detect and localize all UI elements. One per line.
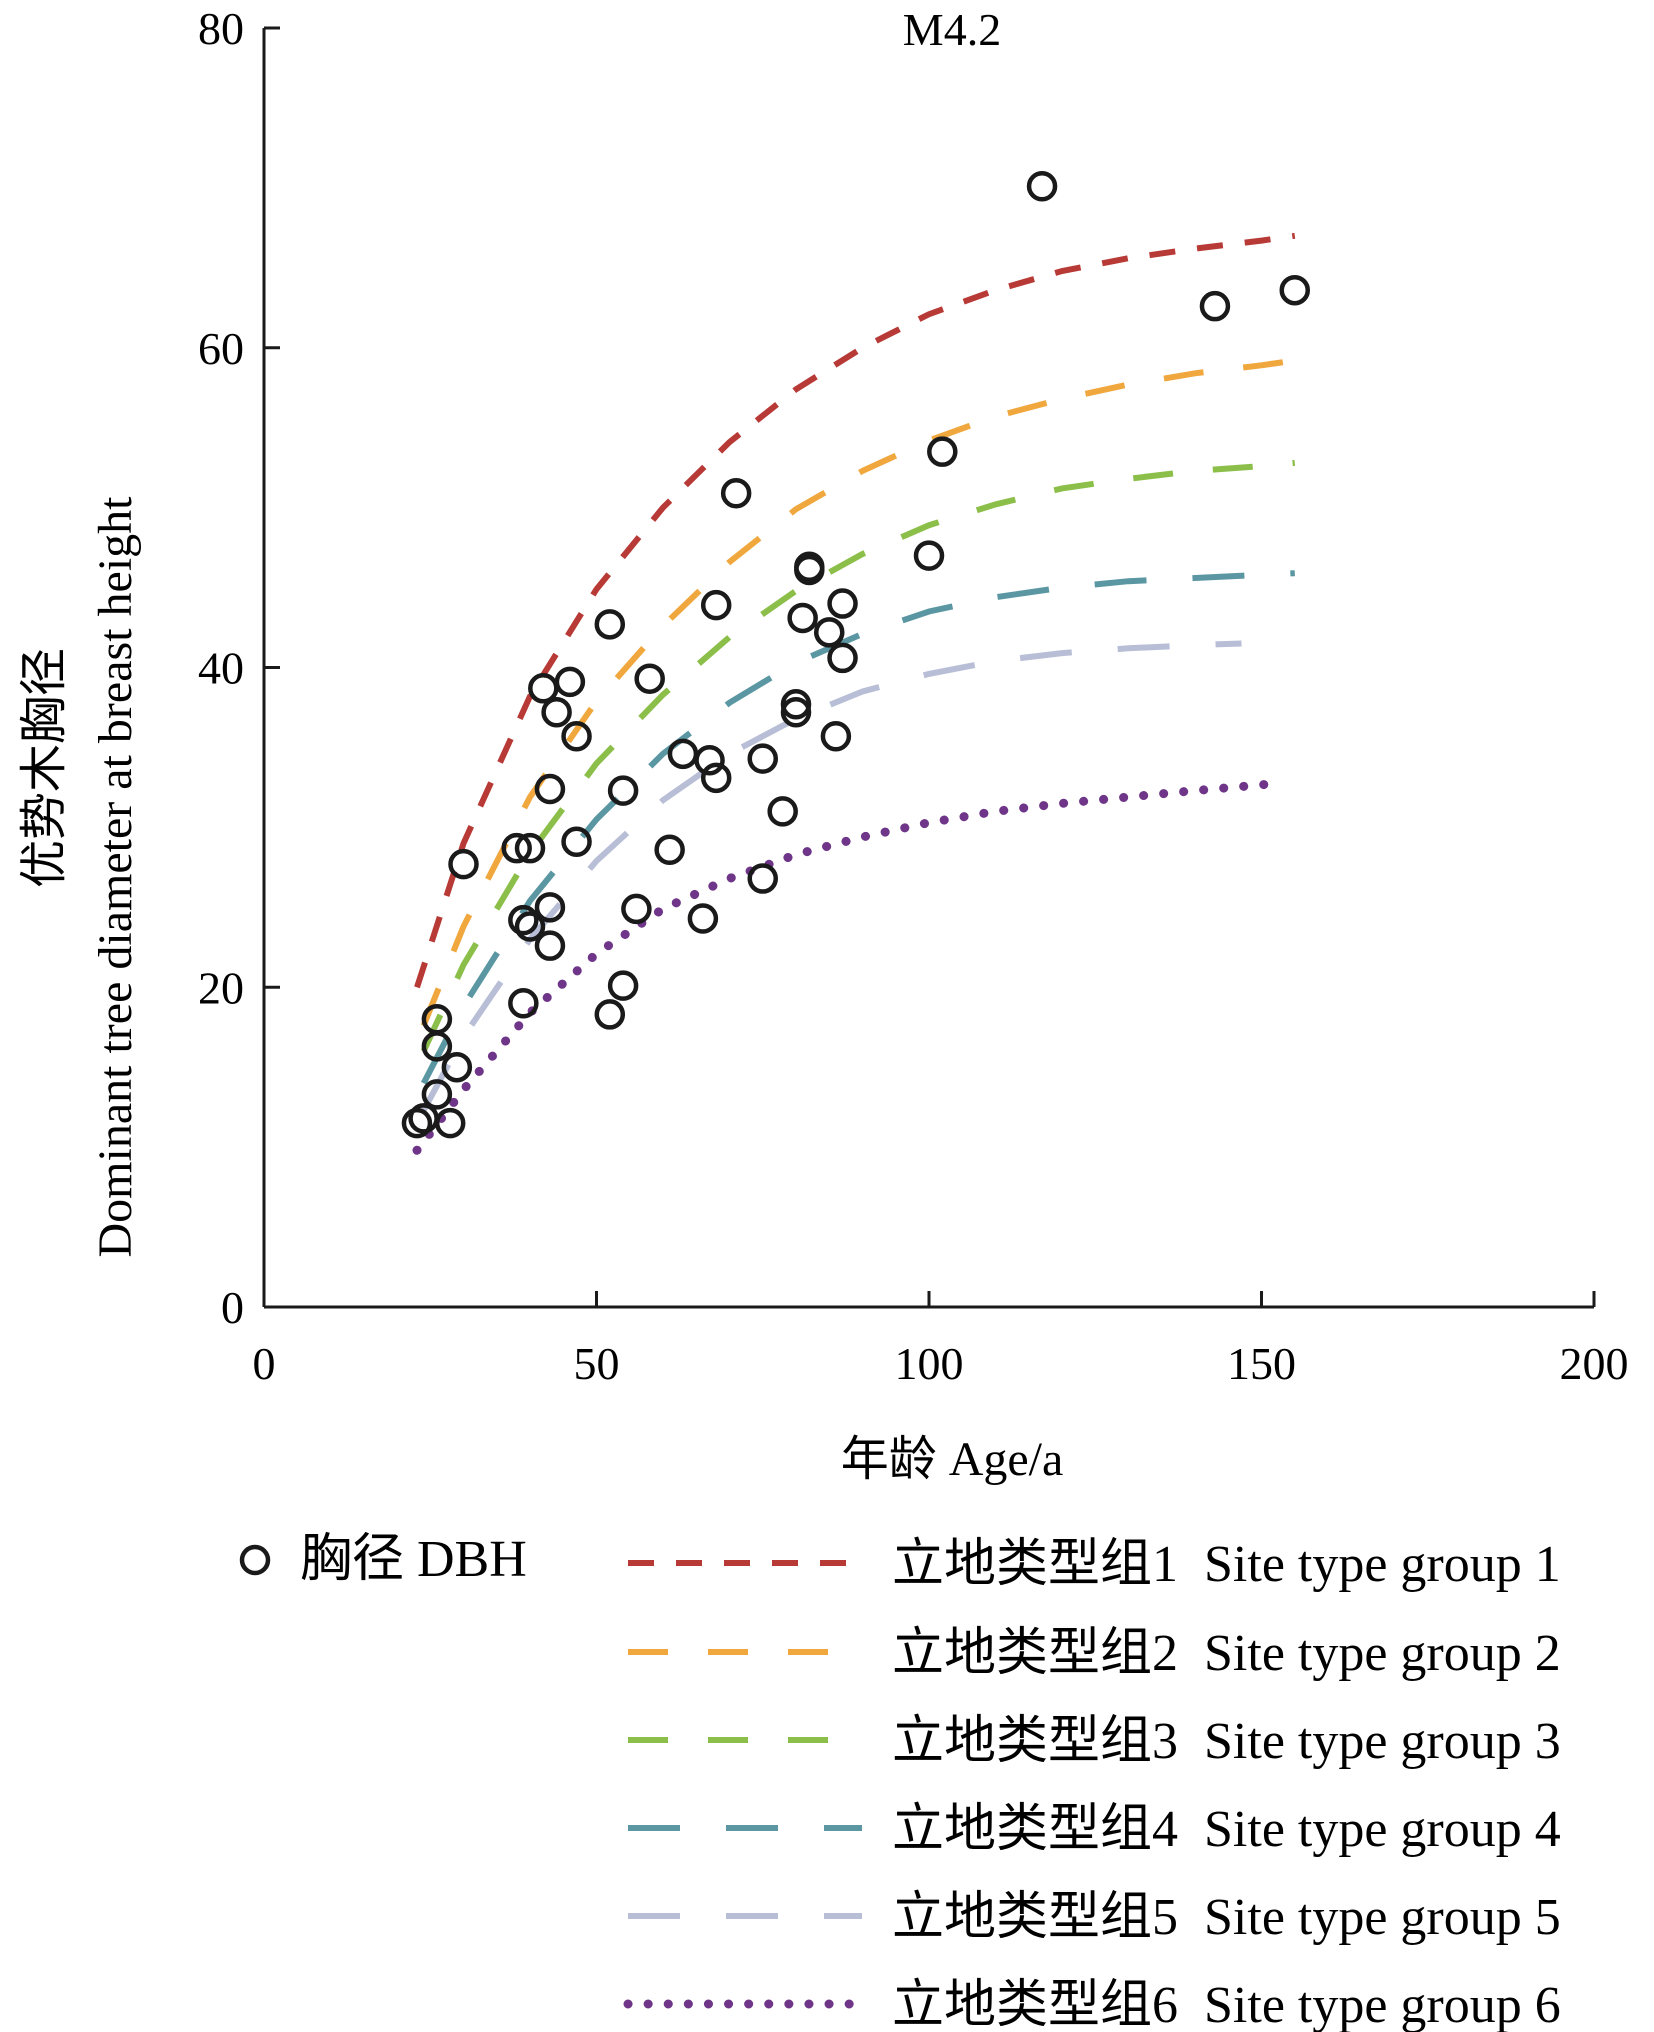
dbh-point	[441, 1051, 473, 1083]
dbh-point	[1279, 274, 1310, 306]
dbh-point	[767, 796, 798, 827]
legend-label-site-group-5: 立地类型组5 Site type group 5	[892, 1889, 1561, 1946]
dbh-point	[514, 832, 546, 864]
dbh-point	[1026, 171, 1058, 202]
dbh-point	[694, 744, 725, 776]
dbh-point	[561, 826, 592, 858]
legend: 胸径 DBH 立地类型组1 Site type group 1 立地类型组2 Sit…	[239, 1531, 1561, 2032]
legend-marker-dbh	[239, 1544, 271, 1576]
dbh-point	[794, 554, 825, 586]
dbh-point	[913, 540, 945, 571]
dbh-point	[448, 848, 479, 880]
legend-label-site-group-4: 立地类型组4 Site type group 4	[892, 1801, 1561, 1858]
dbh-point	[700, 589, 732, 621]
dbh-point	[541, 697, 572, 728]
dbh-point	[514, 911, 546, 942]
dbh-point	[528, 673, 559, 704]
dbh-point	[534, 930, 566, 961]
y-tick-label: 40	[198, 643, 244, 694]
curve-site-group-1	[414, 232, 1296, 989]
dbh-point	[827, 642, 858, 674]
dbh-points	[401, 171, 1310, 1139]
x-tick-label: 0	[253, 1338, 276, 1389]
dbh-point	[820, 720, 852, 752]
dbh-point	[700, 762, 732, 794]
dbh-point	[747, 863, 778, 894]
y-tick-label: 20	[198, 962, 244, 1013]
legend-label-dbh: 胸径 DBH	[300, 1531, 527, 1588]
dbh-point	[634, 663, 665, 694]
dbh-point	[607, 970, 639, 1001]
dbh-point	[534, 773, 566, 805]
dbh-point	[508, 987, 539, 1019]
dbh-point	[780, 697, 812, 728]
dbh-point	[434, 1107, 466, 1139]
dbh-point	[814, 617, 845, 648]
dbh-point	[621, 893, 652, 925]
dbh-point	[607, 775, 639, 806]
legend-label-site-group-2: 立地类型组2 Site type group 2	[892, 1625, 1561, 1682]
y-axis-label-en: Dominant tree diameter at breast height	[89, 496, 142, 1258]
dbh-point	[780, 689, 812, 720]
dbh-point	[827, 588, 858, 619]
dbh-point	[594, 609, 626, 640]
dbh-point	[927, 436, 958, 467]
fitted-curves	[412, 232, 1296, 1155]
x-tick-label: 50	[574, 1338, 620, 1389]
dbh-point	[421, 1079, 453, 1110]
dbh-point	[687, 903, 719, 934]
y-axis-label-zh: 优势木胸径	[18, 648, 71, 888]
dbh-point	[561, 720, 592, 752]
axis-labels: 0 50 100 150 200 0 20 40 60 80	[198, 3, 1629, 1389]
x-tick-label: 200	[1560, 1338, 1629, 1389]
dbh-point	[554, 666, 586, 698]
dbh-point	[654, 834, 685, 866]
x-axis-label: 年龄 Age/a	[841, 1433, 1064, 1486]
dbh-point	[401, 1107, 433, 1139]
dbh-point	[747, 743, 778, 774]
dbh-point	[787, 602, 818, 634]
dbh-point	[501, 832, 532, 864]
dbh-point	[594, 999, 626, 1030]
axes	[262, 26, 1596, 1309]
chart-title: M4.2	[903, 4, 1001, 55]
legend-label-site-group-3: 立地类型组3 Site type group 3	[892, 1713, 1561, 1770]
dbh-point	[421, 1003, 453, 1035]
dbh-point	[667, 738, 699, 770]
legend-label-site-group-1: 立地类型组1 Site type group 1	[892, 1536, 1561, 1593]
dbh-point	[720, 477, 752, 509]
dbh-point	[508, 904, 539, 936]
dbh-point	[534, 892, 566, 923]
y-tick-label: 0	[221, 1282, 244, 1333]
curve-site-group-6	[412, 779, 1273, 1155]
y-tick-label: 60	[198, 323, 244, 374]
dbh-point	[1199, 290, 1231, 322]
legend-label-site-group-6: 立地类型组6 Site type group 6	[892, 1977, 1561, 2032]
curve-site-group-2	[420, 357, 1296, 1027]
x-tick-label: 150	[1227, 1338, 1296, 1389]
x-tick-label: 100	[895, 1338, 964, 1389]
curve-site-group-4	[420, 570, 1295, 1085]
curve-site-group-3	[420, 459, 1296, 1053]
y-tick-label: 80	[198, 3, 244, 54]
